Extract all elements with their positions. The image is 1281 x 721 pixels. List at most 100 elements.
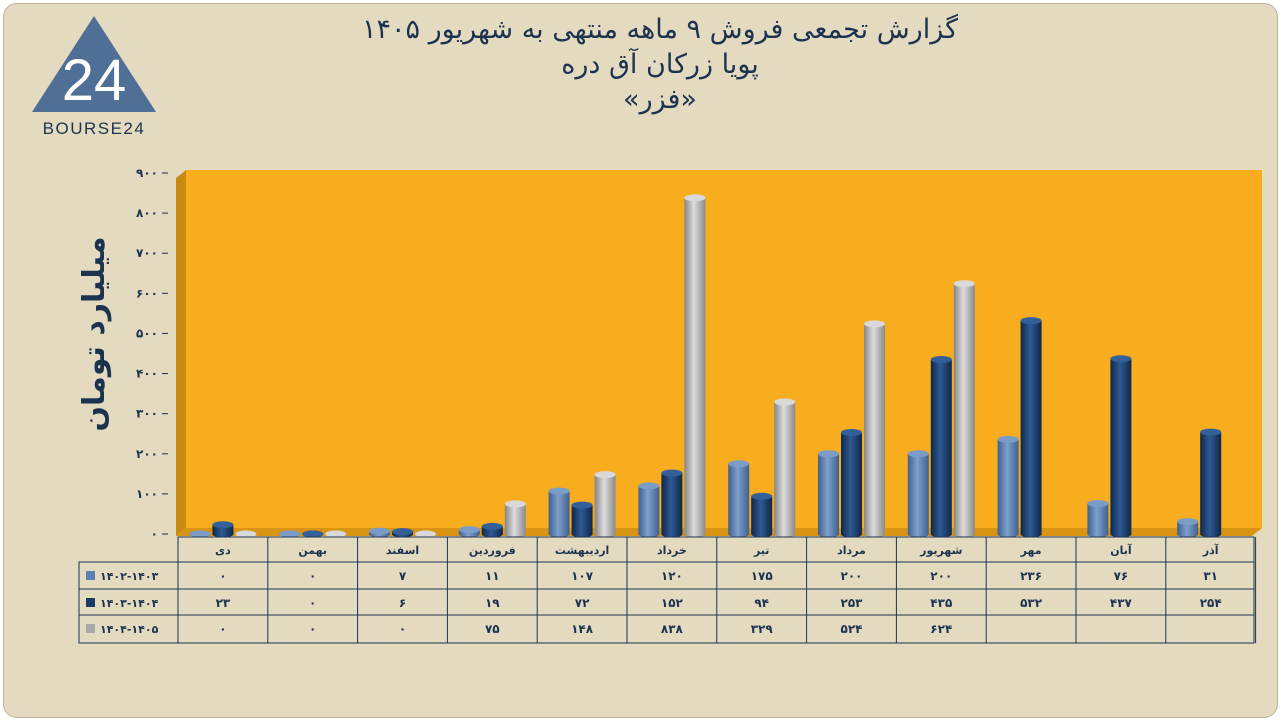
data-label: ۶ bbox=[399, 596, 406, 610]
bar-body bbox=[594, 474, 616, 534]
bar-body bbox=[1177, 521, 1199, 534]
data-label: ۰ bbox=[309, 596, 316, 610]
data-label: ۷ bbox=[399, 569, 407, 583]
bar-top bbox=[907, 450, 929, 458]
company-name: پویا زرکان آق دره bbox=[561, 49, 759, 80]
y-tick-label: ۶۰۰ bbox=[136, 286, 158, 300]
bar-body bbox=[864, 323, 885, 534]
bar-body bbox=[818, 453, 839, 534]
bar bbox=[841, 429, 862, 538]
data-label: ۴۳۵ bbox=[930, 596, 952, 610]
bar bbox=[907, 450, 929, 538]
bar-body bbox=[548, 491, 570, 534]
bar bbox=[235, 530, 257, 538]
category-label: اردیبهشت bbox=[555, 544, 609, 557]
bar-base bbox=[1177, 530, 1199, 538]
bar-base bbox=[864, 530, 885, 538]
bar-body bbox=[841, 432, 862, 534]
bar bbox=[325, 530, 347, 538]
y-tick-label: ۱۰۰ bbox=[136, 487, 158, 501]
bar-top bbox=[369, 527, 390, 535]
bar-top bbox=[548, 487, 570, 495]
bar bbox=[548, 487, 570, 538]
bar bbox=[997, 435, 1019, 538]
bar-base bbox=[907, 530, 929, 538]
category-label: شهریور bbox=[919, 544, 962, 557]
data-label: ۲۳ bbox=[216, 596, 231, 610]
bar bbox=[481, 522, 503, 538]
data-label: ۸۳۸ bbox=[661, 622, 684, 636]
bar-top bbox=[594, 471, 616, 479]
data-label: ۲۰۰ bbox=[930, 569, 952, 583]
category-label: آذر bbox=[1202, 543, 1219, 557]
bar-top bbox=[1020, 317, 1042, 325]
bar-top bbox=[279, 530, 301, 538]
bar-base bbox=[1020, 530, 1042, 538]
bar bbox=[953, 280, 975, 538]
y-tick-label: ۳۰۰ bbox=[136, 407, 158, 421]
data-label: ۲۵۳ bbox=[841, 596, 864, 610]
bar-base bbox=[638, 530, 660, 538]
logo-mark: 24 bbox=[62, 48, 127, 113]
bar bbox=[392, 528, 413, 538]
bar bbox=[728, 460, 750, 538]
bar-top bbox=[1200, 428, 1222, 436]
y-axis-label: میلیارد تومان bbox=[77, 236, 112, 431]
category-label: تیر bbox=[753, 544, 769, 557]
data-label: ۷۶ bbox=[1114, 569, 1129, 583]
data-label: ۲۰۰ bbox=[841, 569, 863, 583]
bar-top bbox=[774, 398, 796, 406]
data-label: ۷۲ bbox=[575, 596, 590, 610]
bar-top bbox=[684, 194, 706, 202]
bar bbox=[684, 194, 706, 538]
category-label: خرداد bbox=[657, 544, 687, 557]
bar-body bbox=[930, 359, 952, 534]
bar-body bbox=[661, 473, 683, 534]
y-tick-label: ۷۰۰ bbox=[136, 246, 158, 260]
bar-base bbox=[504, 530, 526, 538]
bar bbox=[458, 526, 480, 538]
chart-title: گزارش تجمعی فروش ۹ ماهه منتهی به شهریور … bbox=[362, 14, 958, 45]
bar-body bbox=[774, 402, 796, 534]
bar-top bbox=[1087, 500, 1109, 508]
bar bbox=[189, 530, 211, 538]
bar bbox=[212, 521, 234, 538]
bar bbox=[1020, 317, 1042, 538]
bar-base bbox=[728, 530, 750, 538]
category-label: مرداد bbox=[837, 544, 866, 557]
bar-base bbox=[594, 530, 616, 538]
data-label: ۷۵ bbox=[485, 622, 500, 636]
data-label: ۰ bbox=[219, 569, 226, 583]
bar-top bbox=[458, 526, 480, 534]
bar-top bbox=[392, 528, 413, 536]
y-tick-label: ۲۰۰ bbox=[136, 447, 158, 461]
title-block: گزارش تجمعی فروش ۹ ماهه منتهی به شهریور … bbox=[300, 12, 1020, 117]
category-label: مهر bbox=[1020, 544, 1042, 557]
data-label: ۲۵۴ bbox=[1200, 596, 1222, 610]
y-tick-label: ۴۰۰ bbox=[136, 367, 158, 381]
bar-base bbox=[841, 530, 862, 538]
bar bbox=[818, 450, 839, 538]
logo-triangle-icon: 24 BOURSE24 bbox=[32, 16, 156, 138]
bar-base bbox=[661, 530, 683, 538]
data-label: ۱۴۸ bbox=[571, 622, 594, 636]
data-label: ۰ bbox=[309, 569, 316, 583]
y-tick-label: ۵۰۰ bbox=[136, 326, 158, 340]
plot-floor bbox=[176, 528, 1262, 536]
bar-base bbox=[997, 530, 1019, 538]
bar-top bbox=[864, 320, 885, 328]
bar bbox=[415, 530, 436, 538]
data-label: ۱۰۷ bbox=[571, 569, 594, 583]
bar-top bbox=[1110, 355, 1132, 363]
bar-top bbox=[189, 530, 211, 538]
bar-base bbox=[481, 530, 503, 538]
bar-body bbox=[638, 485, 660, 534]
bar-base bbox=[953, 530, 975, 538]
category-label: اسفند bbox=[386, 544, 419, 557]
data-label: ۱۹ bbox=[485, 596, 500, 610]
category-label: دی bbox=[215, 544, 231, 557]
bar-body bbox=[997, 439, 1019, 534]
plot-side-wall bbox=[176, 170, 186, 536]
legend-label: ۱۴۰۴-۱۴۰۵ bbox=[100, 623, 159, 636]
y-tick-label: ۰ bbox=[151, 527, 158, 541]
